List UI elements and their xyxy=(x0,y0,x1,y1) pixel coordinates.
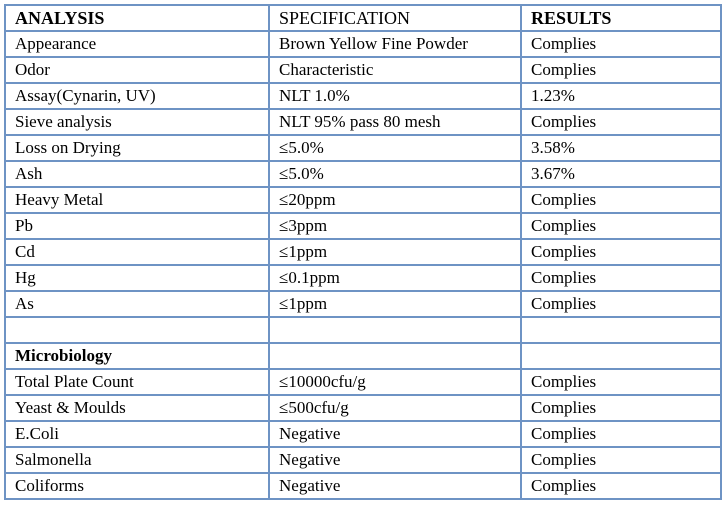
results-cell: Complies xyxy=(520,290,722,318)
results-cell xyxy=(520,342,722,370)
header-row: ANALYSIS SPECIFICATION RESULTS xyxy=(4,4,722,32)
table-row: Assay(Cynarin, UV) NLT 1.0% 1.23% xyxy=(4,82,722,110)
results-cell xyxy=(520,316,722,344)
analysis-cell: As xyxy=(4,290,270,318)
specification-cell: Negative xyxy=(268,472,522,500)
table-row: Coliforms Negative Complies xyxy=(4,472,722,500)
results-cell: Complies xyxy=(520,108,722,136)
analysis-cell: Cd xyxy=(4,238,270,266)
results-cell: 3.58% xyxy=(520,134,722,162)
analysis-cell: Yeast & Moulds xyxy=(4,394,270,422)
analysis-cell: Total Plate Count xyxy=(4,368,270,396)
section-header-row: Microbiology xyxy=(4,342,722,370)
analysis-cell: Loss on Drying xyxy=(4,134,270,162)
analysis-cell: Odor xyxy=(4,56,270,84)
specification-cell: ≤3ppm xyxy=(268,212,522,240)
specification-cell: ≤5.0% xyxy=(268,134,522,162)
column-header-specification: SPECIFICATION xyxy=(268,4,522,32)
specification-cell: Negative xyxy=(268,446,522,474)
specification-cell: Negative xyxy=(268,420,522,448)
table-row: Ash ≤5.0% 3.67% xyxy=(4,160,722,188)
specification-cell: Characteristic xyxy=(268,56,522,84)
results-cell: 1.23% xyxy=(520,82,722,110)
table-row: E.Coli Negative Complies xyxy=(4,420,722,448)
specification-cell: ≤1ppm xyxy=(268,238,522,266)
column-header-analysis: ANALYSIS xyxy=(4,4,270,32)
table-row: Total Plate Count ≤10000cfu/g Complies xyxy=(4,368,722,396)
results-cell: Complies xyxy=(520,368,722,396)
specification-cell: ≤10000cfu/g xyxy=(268,368,522,396)
results-cell: 3.67% xyxy=(520,160,722,188)
table-row: Odor Characteristic Complies xyxy=(4,56,722,84)
table-row: Loss on Drying ≤5.0% 3.58% xyxy=(4,134,722,162)
analysis-cell: Sieve analysis xyxy=(4,108,270,136)
results-cell: Complies xyxy=(520,446,722,474)
analysis-cell: Ash xyxy=(4,160,270,188)
specification-cell: Brown Yellow Fine Powder xyxy=(268,30,522,58)
table-row: Salmonella Negative Complies xyxy=(4,446,722,474)
analysis-cell: Appearance xyxy=(4,30,270,58)
results-cell: Complies xyxy=(520,472,722,500)
table-row: Pb ≤3ppm Complies xyxy=(4,212,722,240)
specification-cell xyxy=(268,316,522,344)
table-row: Sieve analysis NLT 95% pass 80 mesh Compli… xyxy=(4,108,722,136)
analysis-cell: Salmonella xyxy=(4,446,270,474)
table-row: Hg ≤0.1ppm Complies xyxy=(4,264,722,292)
table-row: Heavy Metal ≤20ppm Complies xyxy=(4,186,722,214)
specification-cell xyxy=(268,342,522,370)
analysis-cell: Heavy Metal xyxy=(4,186,270,214)
table-header: ANALYSIS SPECIFICATION RESULTS xyxy=(4,4,722,32)
empty-row xyxy=(4,316,722,344)
results-cell: Complies xyxy=(520,394,722,422)
table-row: Cd ≤1ppm Complies xyxy=(4,238,722,266)
table-row: As ≤1ppm Complies xyxy=(4,290,722,318)
specification-cell: ≤20ppm xyxy=(268,186,522,214)
results-cell: Complies xyxy=(520,186,722,214)
specification-cell: ≤5.0% xyxy=(268,160,522,188)
specification-cell: NLT 1.0% xyxy=(268,82,522,110)
analysis-cell: Coliforms xyxy=(4,472,270,500)
table-body: Appearance Brown Yellow Fine Powder Compli… xyxy=(4,30,722,500)
specification-cell: NLT 95% pass 80 mesh xyxy=(268,108,522,136)
analysis-cell: Microbiology xyxy=(4,342,270,370)
results-cell: Complies xyxy=(520,30,722,58)
results-cell: Complies xyxy=(520,264,722,292)
specification-cell: ≤1ppm xyxy=(268,290,522,318)
analysis-cell: Hg xyxy=(4,264,270,292)
analysis-cell: Assay(Cynarin, UV) xyxy=(4,82,270,110)
table-row: Yeast & Moulds ≤500cfu/g Complies xyxy=(4,394,722,422)
results-cell: Complies xyxy=(520,420,722,448)
analysis-specification-table: ANALYSIS SPECIFICATION RESULTS Appearanc… xyxy=(4,4,722,500)
results-cell: Complies xyxy=(520,238,722,266)
table-row: Appearance Brown Yellow Fine Powder Compli… xyxy=(4,30,722,58)
specification-cell: ≤0.1ppm xyxy=(268,264,522,292)
column-header-results: RESULTS xyxy=(520,4,722,32)
analysis-cell xyxy=(4,316,270,344)
analysis-cell: Pb xyxy=(4,212,270,240)
analysis-cell: E.Coli xyxy=(4,420,270,448)
specification-cell: ≤500cfu/g xyxy=(268,394,522,422)
results-cell: Complies xyxy=(520,212,722,240)
results-cell: Complies xyxy=(520,56,722,84)
